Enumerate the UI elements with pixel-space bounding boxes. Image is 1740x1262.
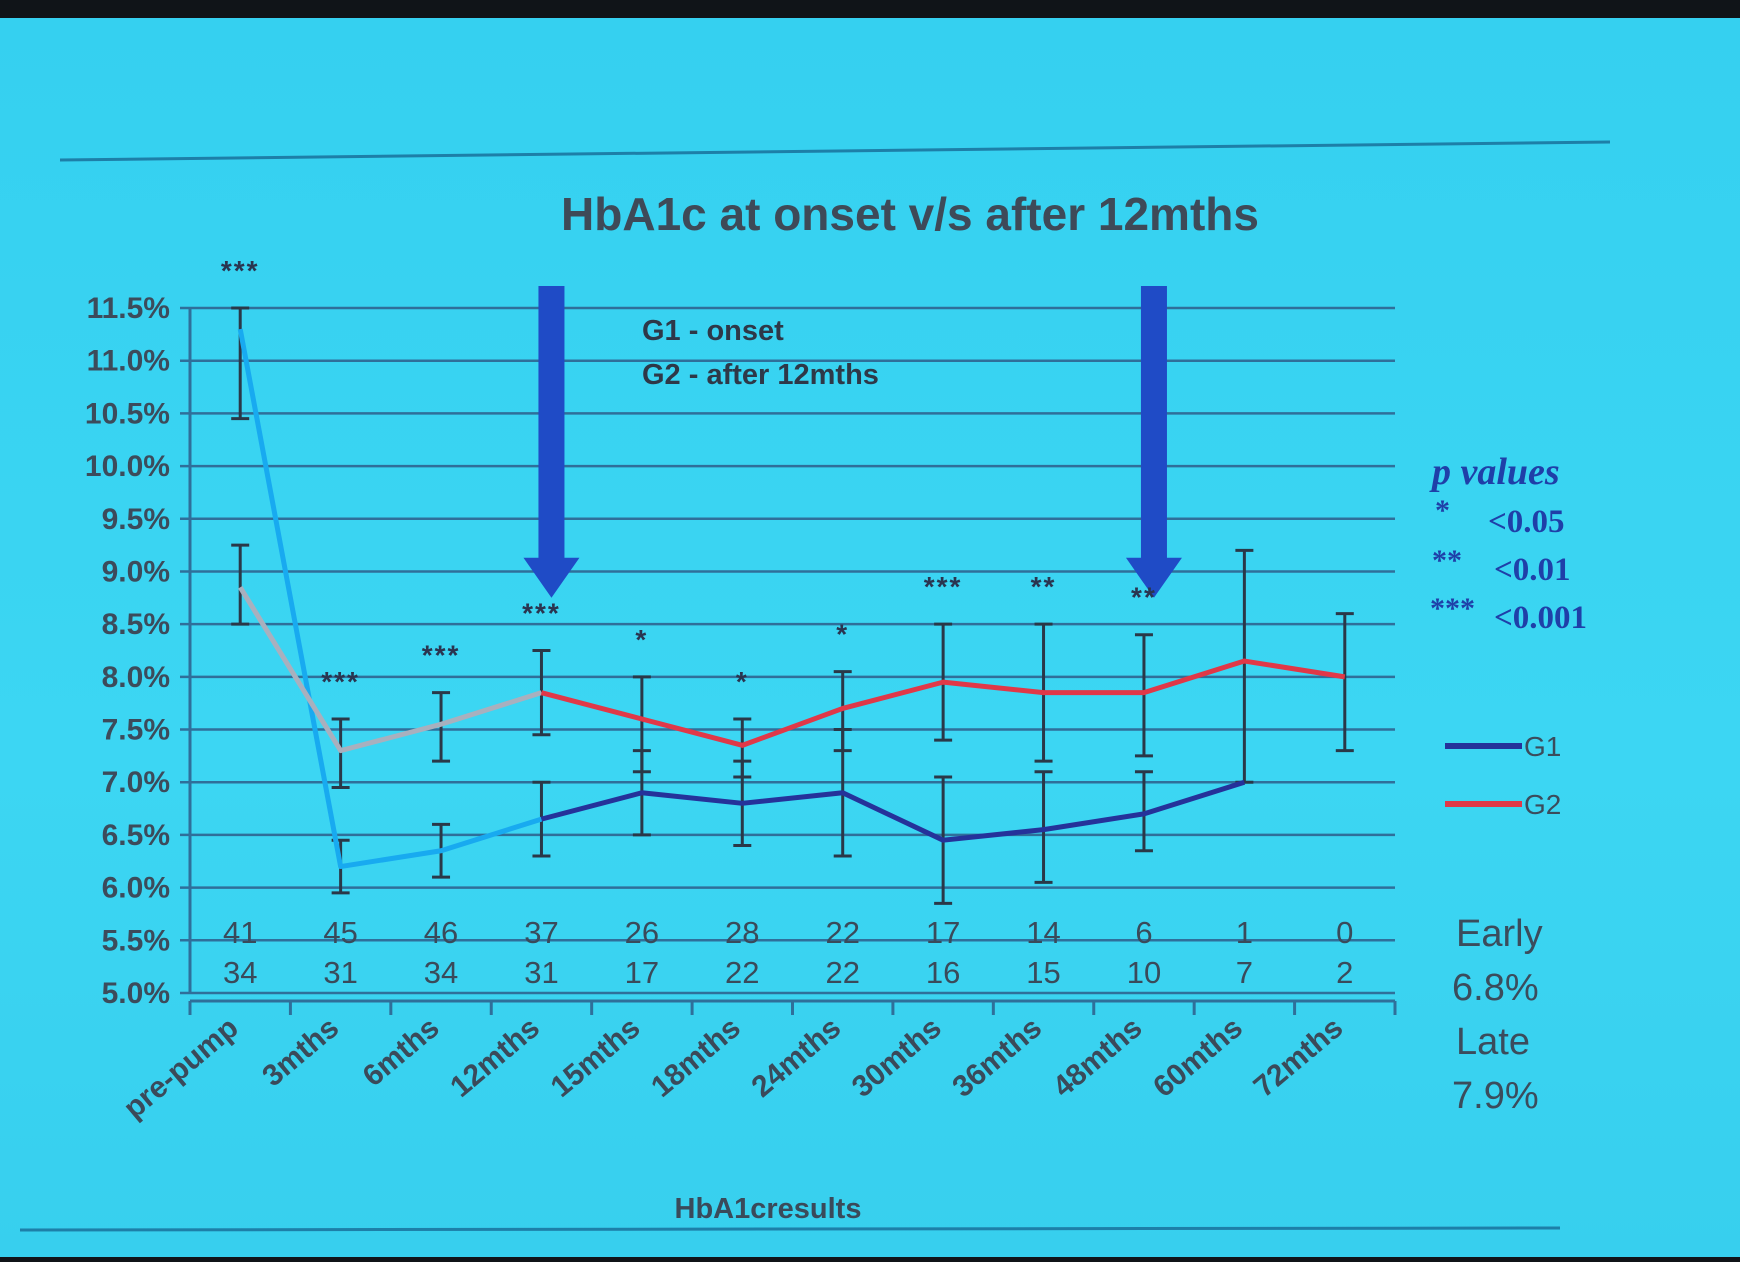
- annotation-g2: G2 - after 12mths: [642, 359, 879, 391]
- y-tick-label: 9.5%: [102, 503, 170, 536]
- count-row2: 7: [1236, 955, 1253, 990]
- y-tick-label: 8.0%: [102, 661, 170, 694]
- summary-box: Early 6.8% Late 7.9%: [1452, 913, 1543, 1117]
- significance-marker: **: [1131, 582, 1157, 613]
- counts-table: 41 45 46 37 26 28 22 17 14 6 1 034 31 34 31 17 22 22 16 15 1…: [223, 915, 1353, 990]
- count-row2: 31: [323, 955, 357, 990]
- y-tick-label: 11.0%: [87, 345, 170, 378]
- significance-marker: ***: [422, 640, 461, 671]
- p-value-1: <0.05: [1488, 504, 1565, 540]
- x-tick-label: 18mths: [645, 1011, 747, 1104]
- x-tick-label: 30mths: [846, 1011, 948, 1104]
- p-value-stars-3: ***: [1430, 592, 1475, 625]
- series-line-g1: [540, 779, 1246, 843]
- count-row2: 34: [223, 955, 257, 990]
- count-row1: 17: [926, 915, 960, 950]
- count-row2: 15: [1026, 955, 1060, 990]
- x-tick-label: 15mths: [545, 1011, 647, 1104]
- count-row2: 22: [825, 955, 859, 990]
- y-tick-label: 7.5%: [102, 714, 170, 747]
- y-tick-label: 8.5%: [102, 608, 170, 641]
- arrow-icon: [523, 286, 580, 598]
- count-row2: 22: [725, 955, 759, 990]
- chart-title: HbA1c at onset v/s after 12mths: [561, 188, 1259, 240]
- count-row1: 45: [323, 915, 357, 950]
- arrows: [523, 286, 1182, 598]
- legend-label-g2: G2: [1524, 789, 1561, 820]
- y-tick-label: 6.5%: [102, 819, 170, 852]
- x-tick-label: 36mths: [946, 1011, 1048, 1104]
- y-tick-label: 6.0%: [102, 872, 170, 905]
- y-tick-label: 10.5%: [85, 397, 170, 430]
- significance-marker: ***: [221, 255, 260, 286]
- y-tick-label: 10.0%: [85, 450, 170, 483]
- significance-marker: *: [836, 619, 849, 650]
- significance-marker: ***: [522, 598, 561, 629]
- error-bars: [231, 306, 1354, 905]
- x-tick-label: pre-pump: [118, 1011, 245, 1125]
- p-values-title: p values: [1429, 451, 1560, 493]
- x-tick-label: 3mths: [256, 1011, 345, 1093]
- series-legend: G1 G2: [1445, 731, 1561, 820]
- slide: HbA1c at onset v/s after 12mths 11.5% 11.…: [0, 18, 1740, 1257]
- count-row1: 6: [1135, 915, 1152, 950]
- summary-late-value: 7.9%: [1452, 1075, 1539, 1117]
- count-row1: 1: [1236, 915, 1253, 950]
- x-tick-label: 48mths: [1047, 1011, 1149, 1104]
- chart: HbA1c at onset v/s after 12mths 11.5%11.…: [19, 140, 1611, 1232]
- count-row2: 10: [1127, 955, 1161, 990]
- p-values-legend: p values * <0.05 ** <0.01 *** <0.001: [1429, 451, 1587, 636]
- x-tick-label: 12mths: [444, 1011, 546, 1104]
- series-lines: [237, 328, 1346, 870]
- p-value-stars-2: **: [1432, 544, 1462, 577]
- count-row1: 26: [625, 915, 659, 950]
- y-axis-ticks: 11.5% 11.0% 10.5% 10.0% 9.5% 9.0% 8.5% 8.0% 7.5%…: [85, 292, 170, 1010]
- y-tick-label: 7.0%: [102, 766, 170, 799]
- p-value-3: <0.001: [1494, 600, 1587, 636]
- count-row1: 46: [424, 915, 458, 950]
- summary-early-value: 6.8%: [1452, 967, 1539, 1009]
- slide-top-rule: [59, 140, 1611, 162]
- count-row1: 14: [1026, 915, 1060, 950]
- count-row2: 16: [926, 955, 960, 990]
- y-tick-label: 9.0%: [102, 555, 170, 588]
- summary-late-label: Late: [1456, 1021, 1530, 1063]
- count-row2: 2: [1336, 955, 1353, 990]
- count-row2: 31: [524, 955, 558, 990]
- count-row1: 0: [1336, 915, 1353, 950]
- slide-bottom-rule: [19, 1226, 1561, 1232]
- x-tick-label: 60mths: [1147, 1011, 1249, 1104]
- grid: [180, 306, 1397, 1015]
- series-line-g2-early: [238, 585, 543, 754]
- y-tick-label: 5.0%: [102, 977, 170, 1010]
- series-line-g1-early: [237, 328, 543, 870]
- summary-early-label: Early: [1456, 913, 1543, 955]
- count-row2: 17: [625, 955, 659, 990]
- p-value-stars-1: *: [1435, 494, 1450, 527]
- significance-marker: **: [1031, 571, 1057, 602]
- count-row1: 28: [725, 915, 759, 950]
- significance-marker: ***: [321, 666, 360, 697]
- count-row2: 34: [424, 955, 458, 990]
- annotation-g1: G1 - onset: [642, 315, 784, 347]
- significance-markers: ****************** ** **: [221, 255, 1157, 697]
- x-tick-label: 24mths: [746, 1011, 848, 1104]
- significance-marker: *: [635, 624, 648, 655]
- count-row1: 22: [825, 915, 859, 950]
- significance-marker: ***: [924, 571, 963, 602]
- arrow-icon: [1125, 286, 1182, 598]
- significance-marker: *: [736, 666, 749, 697]
- x-tick-label: 72mths: [1248, 1011, 1350, 1104]
- x-tick-label: 6mths: [357, 1011, 446, 1093]
- x-axis-ticks: pre-pump 3mths 6mths12mths15mths18mths24mt…: [118, 1011, 1350, 1125]
- series-line-g2: [540, 658, 1346, 748]
- y-tick-label: 11.5%: [87, 292, 170, 325]
- y-tick-label: 5.5%: [102, 924, 170, 957]
- count-row1: 37: [524, 915, 558, 950]
- legend-label-g1: G1: [1524, 731, 1561, 762]
- count-row1: 41: [223, 915, 257, 950]
- p-value-2: <0.01: [1494, 552, 1571, 588]
- x-axis-label: HbA1cresults: [675, 1193, 862, 1225]
